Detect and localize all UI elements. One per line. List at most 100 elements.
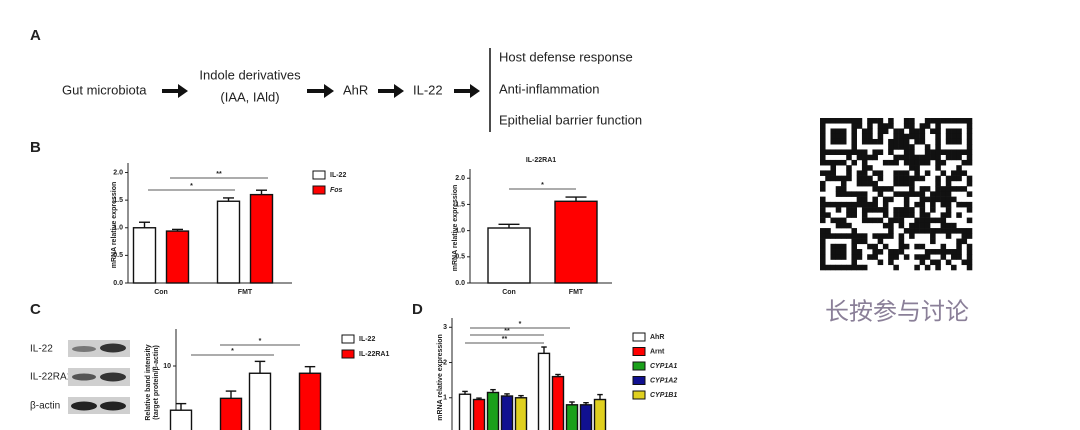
qr-module [830,133,837,140]
qr-module [861,180,868,187]
qr-module [966,228,973,234]
qr-module [877,133,884,140]
qr-module [935,159,941,166]
bar [500,395,514,430]
qr-module [867,175,873,182]
qr-module [935,264,941,271]
legend-swatch [312,170,326,180]
qr-module [914,128,920,135]
qr-module [840,128,847,135]
y-tick-label: 0.0 [113,280,123,287]
qr-module [966,243,973,250]
qr-module [825,170,831,176]
qr-module [840,217,847,224]
qr-module [903,196,910,203]
qr-module [820,180,826,187]
qr-module [840,191,847,197]
y-tick-label: 0.0 [455,280,465,287]
qr-module [872,186,878,192]
qr-module [956,175,962,182]
qr-module [935,186,941,192]
qr-module [861,165,868,171]
qr-module [872,149,878,155]
qr-module [893,264,899,271]
qr-module [867,201,873,208]
qr-module [846,175,852,182]
qr-module [846,118,852,124]
qr-module [935,138,941,145]
qr-module [951,186,957,192]
qr-module [924,264,931,271]
qr-module [914,191,920,197]
qr-module [919,133,926,140]
qr-module [872,138,878,145]
qr-module [872,170,878,176]
qr-module [888,123,894,129]
qr-module [935,144,941,150]
qr-module [820,128,826,135]
qr-module [820,149,826,155]
qr-module [945,186,952,192]
qr-module [820,254,826,260]
qr-module [940,196,947,203]
qr-module [924,118,931,124]
qr-module [882,222,889,229]
qr-module [820,259,826,266]
qr-module [961,228,968,234]
qr-module [888,144,894,150]
qr-module [909,154,915,161]
qr-module [945,133,952,140]
qr-module [877,170,884,176]
qr-module [830,217,837,224]
qr-module [851,233,857,239]
qr-module [903,228,910,234]
legend-label: IL-22 [359,336,375,343]
qr-module [893,175,899,182]
qr-module [861,196,868,203]
qr-module [930,259,936,266]
node: Gut microbiota [62,82,147,97]
qr-module [924,254,931,260]
error-bar [462,390,468,395]
bar [554,200,598,284]
qr-module [945,118,952,124]
y-axis-label: mRNA relative expression [452,185,459,272]
qr-module [903,243,910,250]
qr-module [888,186,894,192]
qr-module [956,154,962,161]
qr-module [930,249,936,255]
qr-module [830,264,837,271]
qr-module [903,207,910,213]
qr-module [867,243,873,250]
qr-module [851,243,857,250]
qr-module [835,264,842,271]
qr-module [956,170,962,176]
qr-module [825,212,831,218]
qr-module [945,191,952,197]
bar [458,393,472,430]
qr-module [820,196,826,203]
qr-module [893,133,899,140]
qr-module [966,254,973,260]
qr-module [893,159,899,166]
qr-module [940,191,947,197]
qr-module [825,149,831,155]
qr-module [820,159,826,166]
qr-module [888,222,894,229]
qr-module [846,191,852,197]
error-bar [555,373,561,377]
error-bar [172,228,183,232]
significance-label: * [259,338,262,345]
qr-module [903,154,910,161]
qr-module [888,196,894,203]
qr-module [856,233,863,239]
bar [487,227,531,284]
qr-module [914,170,920,176]
qr-module [914,138,920,145]
y-axis-label: mRNA relative expression [111,182,118,269]
significance-label: * [519,321,522,328]
qr-module [935,118,941,124]
qr-module [951,138,957,145]
qr-module [820,201,826,208]
qr-module [914,264,920,271]
